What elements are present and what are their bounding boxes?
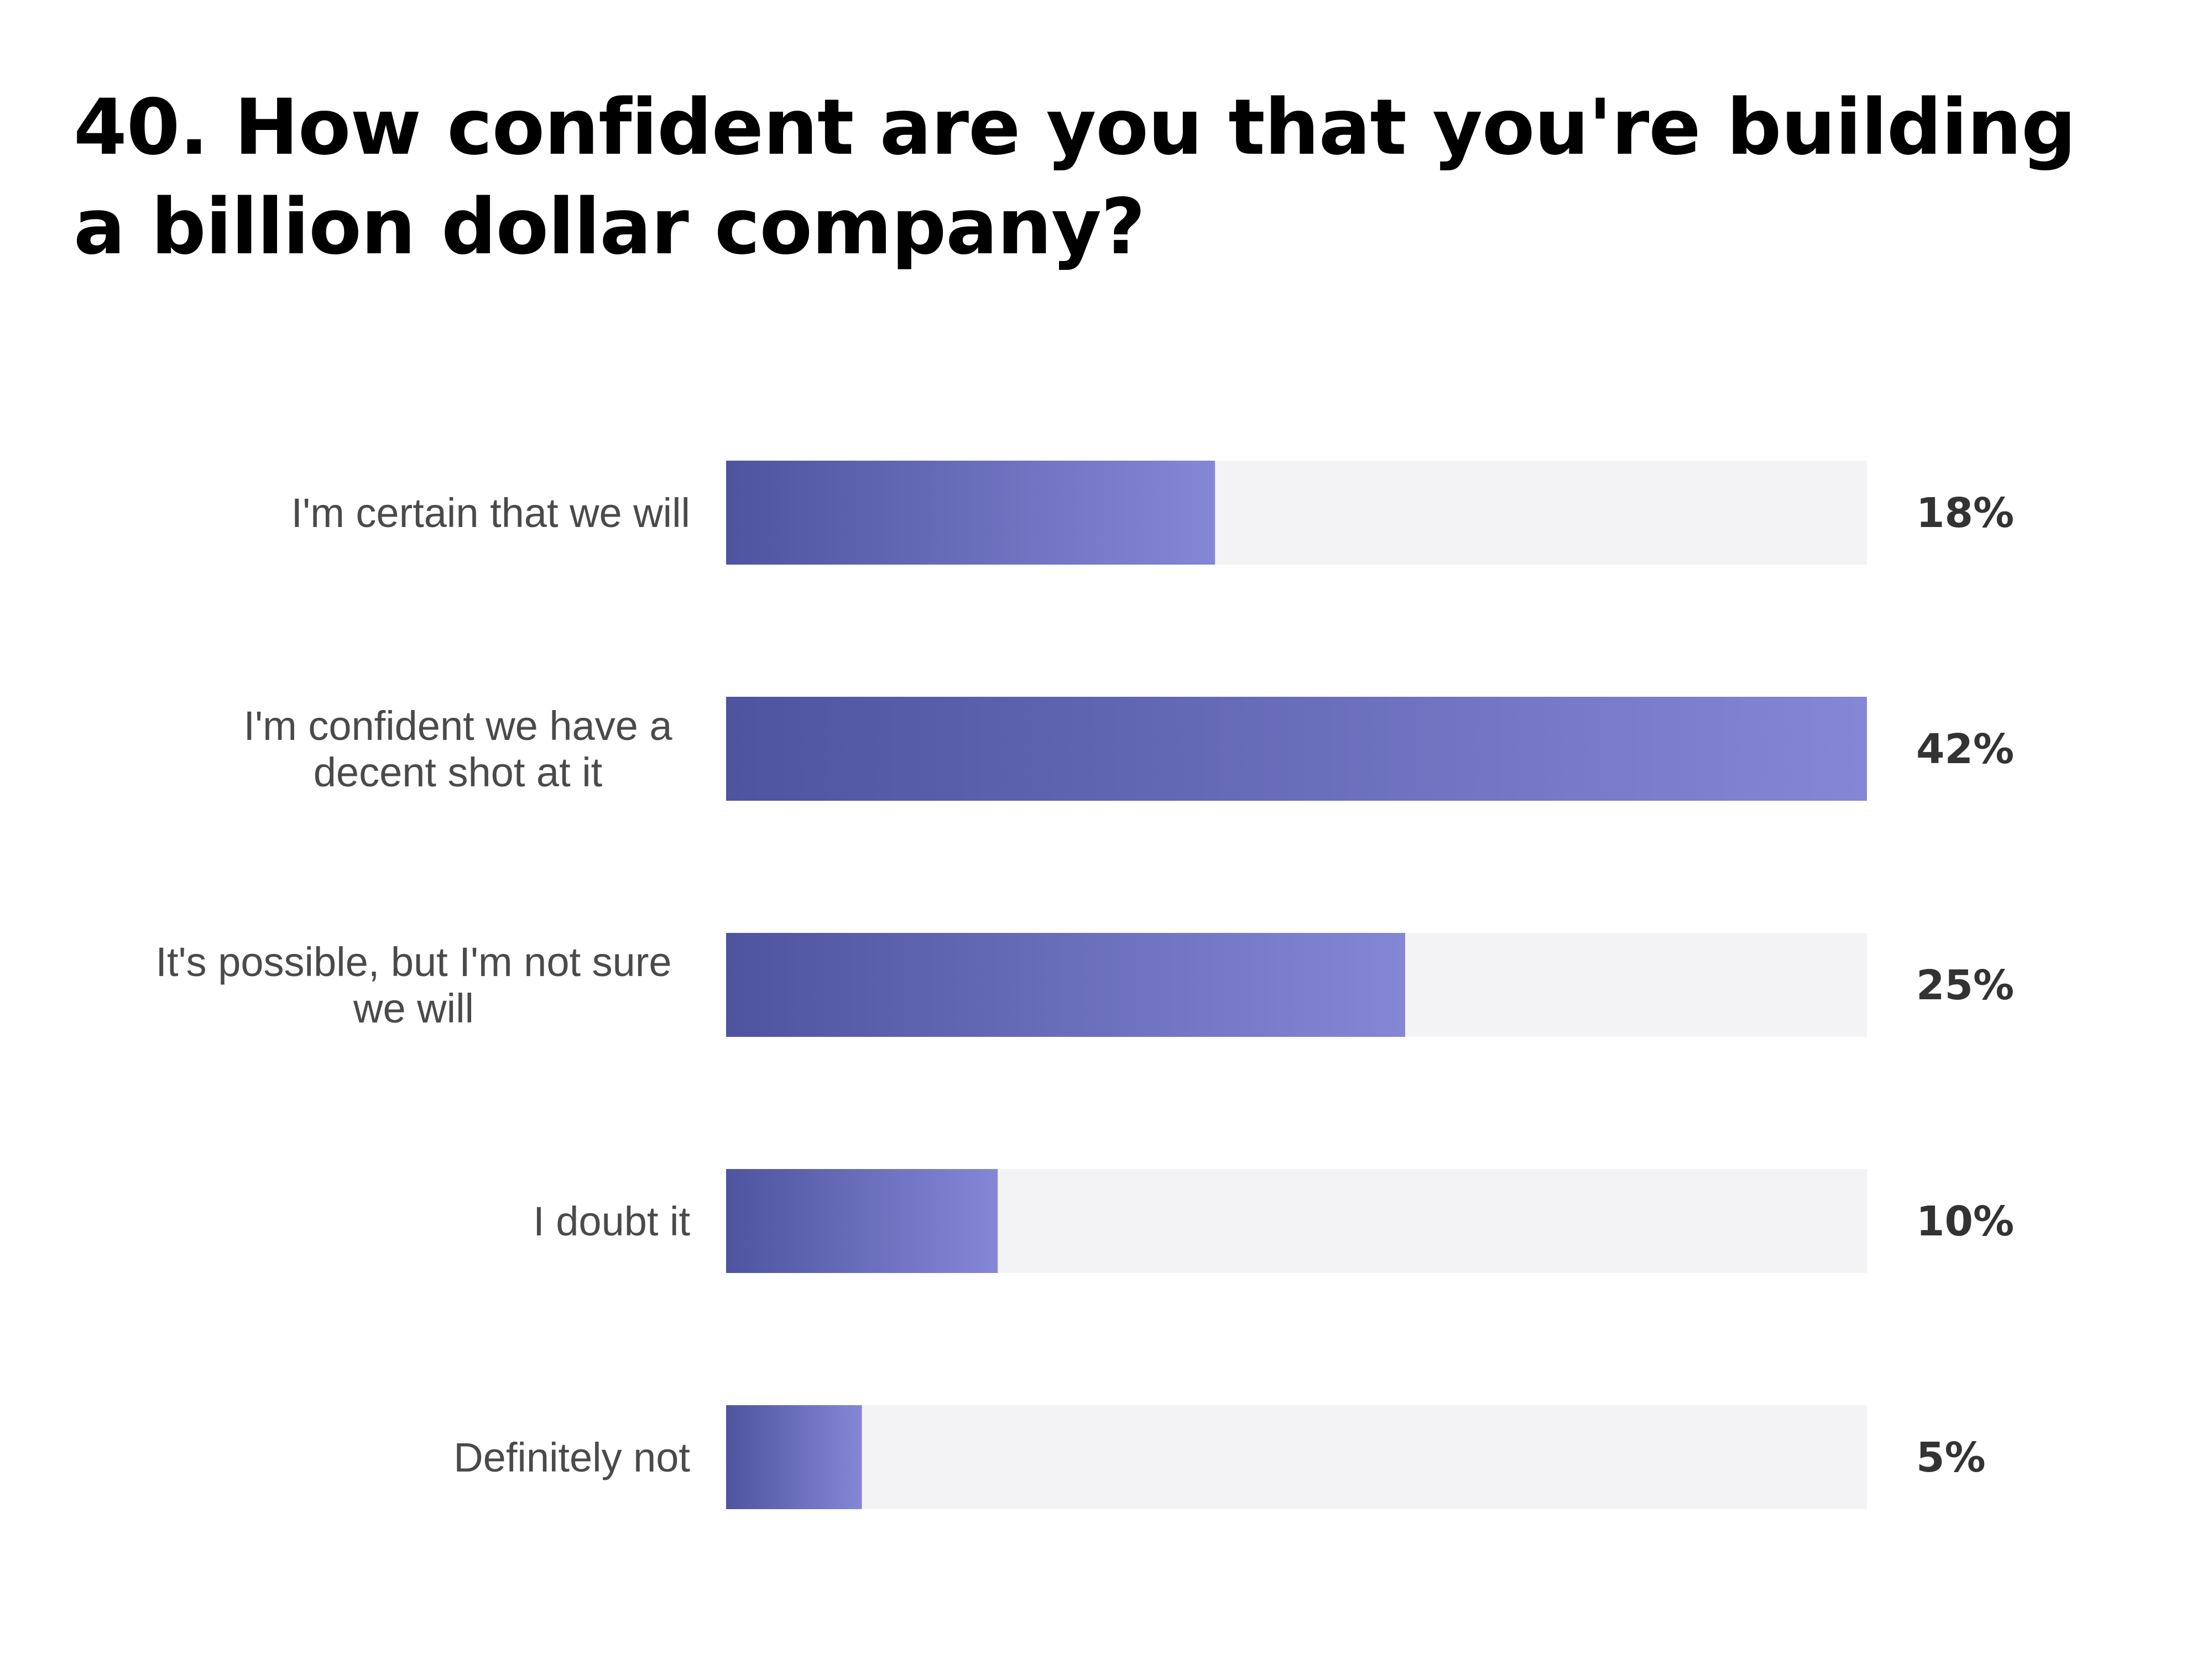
chart-title: 40. How confident are you that you're bu… bbox=[74, 82, 2076, 272]
bar-track bbox=[726, 1405, 1867, 1509]
category-label: Definitely not bbox=[453, 1434, 690, 1480]
category-label: I'm certain that we will bbox=[291, 490, 690, 536]
bar-row: Definitely not 5% bbox=[453, 1405, 1986, 1509]
bar-row: I'm certain that we will 18% bbox=[291, 461, 2014, 565]
bar bbox=[726, 697, 1867, 801]
bar-row: It's possible, but I'm not sure we will 25… bbox=[155, 933, 2014, 1037]
value-label: 18% bbox=[1916, 489, 2014, 537]
bar bbox=[726, 933, 1405, 1037]
category-label: I'm confident we have a decent shot at it bbox=[243, 703, 672, 795]
value-label: 10% bbox=[1916, 1198, 2014, 1245]
bar-rows: I'm certain that we will 18% I'm confident… bbox=[155, 461, 2014, 1509]
bar-row: I'm confident we have a decent shot at it… bbox=[243, 697, 2014, 801]
category-label: I doubt it bbox=[533, 1198, 690, 1244]
bar bbox=[726, 461, 1215, 565]
value-label: 25% bbox=[1916, 962, 2014, 1009]
bar bbox=[726, 1405, 862, 1509]
value-label: 5% bbox=[1916, 1434, 1986, 1481]
value-label: 42% bbox=[1916, 726, 2014, 773]
bar-row: I doubt it 10% bbox=[533, 1169, 2014, 1273]
category-label: It's possible, but I'm not sure we will bbox=[155, 939, 671, 1031]
bar bbox=[726, 1169, 998, 1273]
